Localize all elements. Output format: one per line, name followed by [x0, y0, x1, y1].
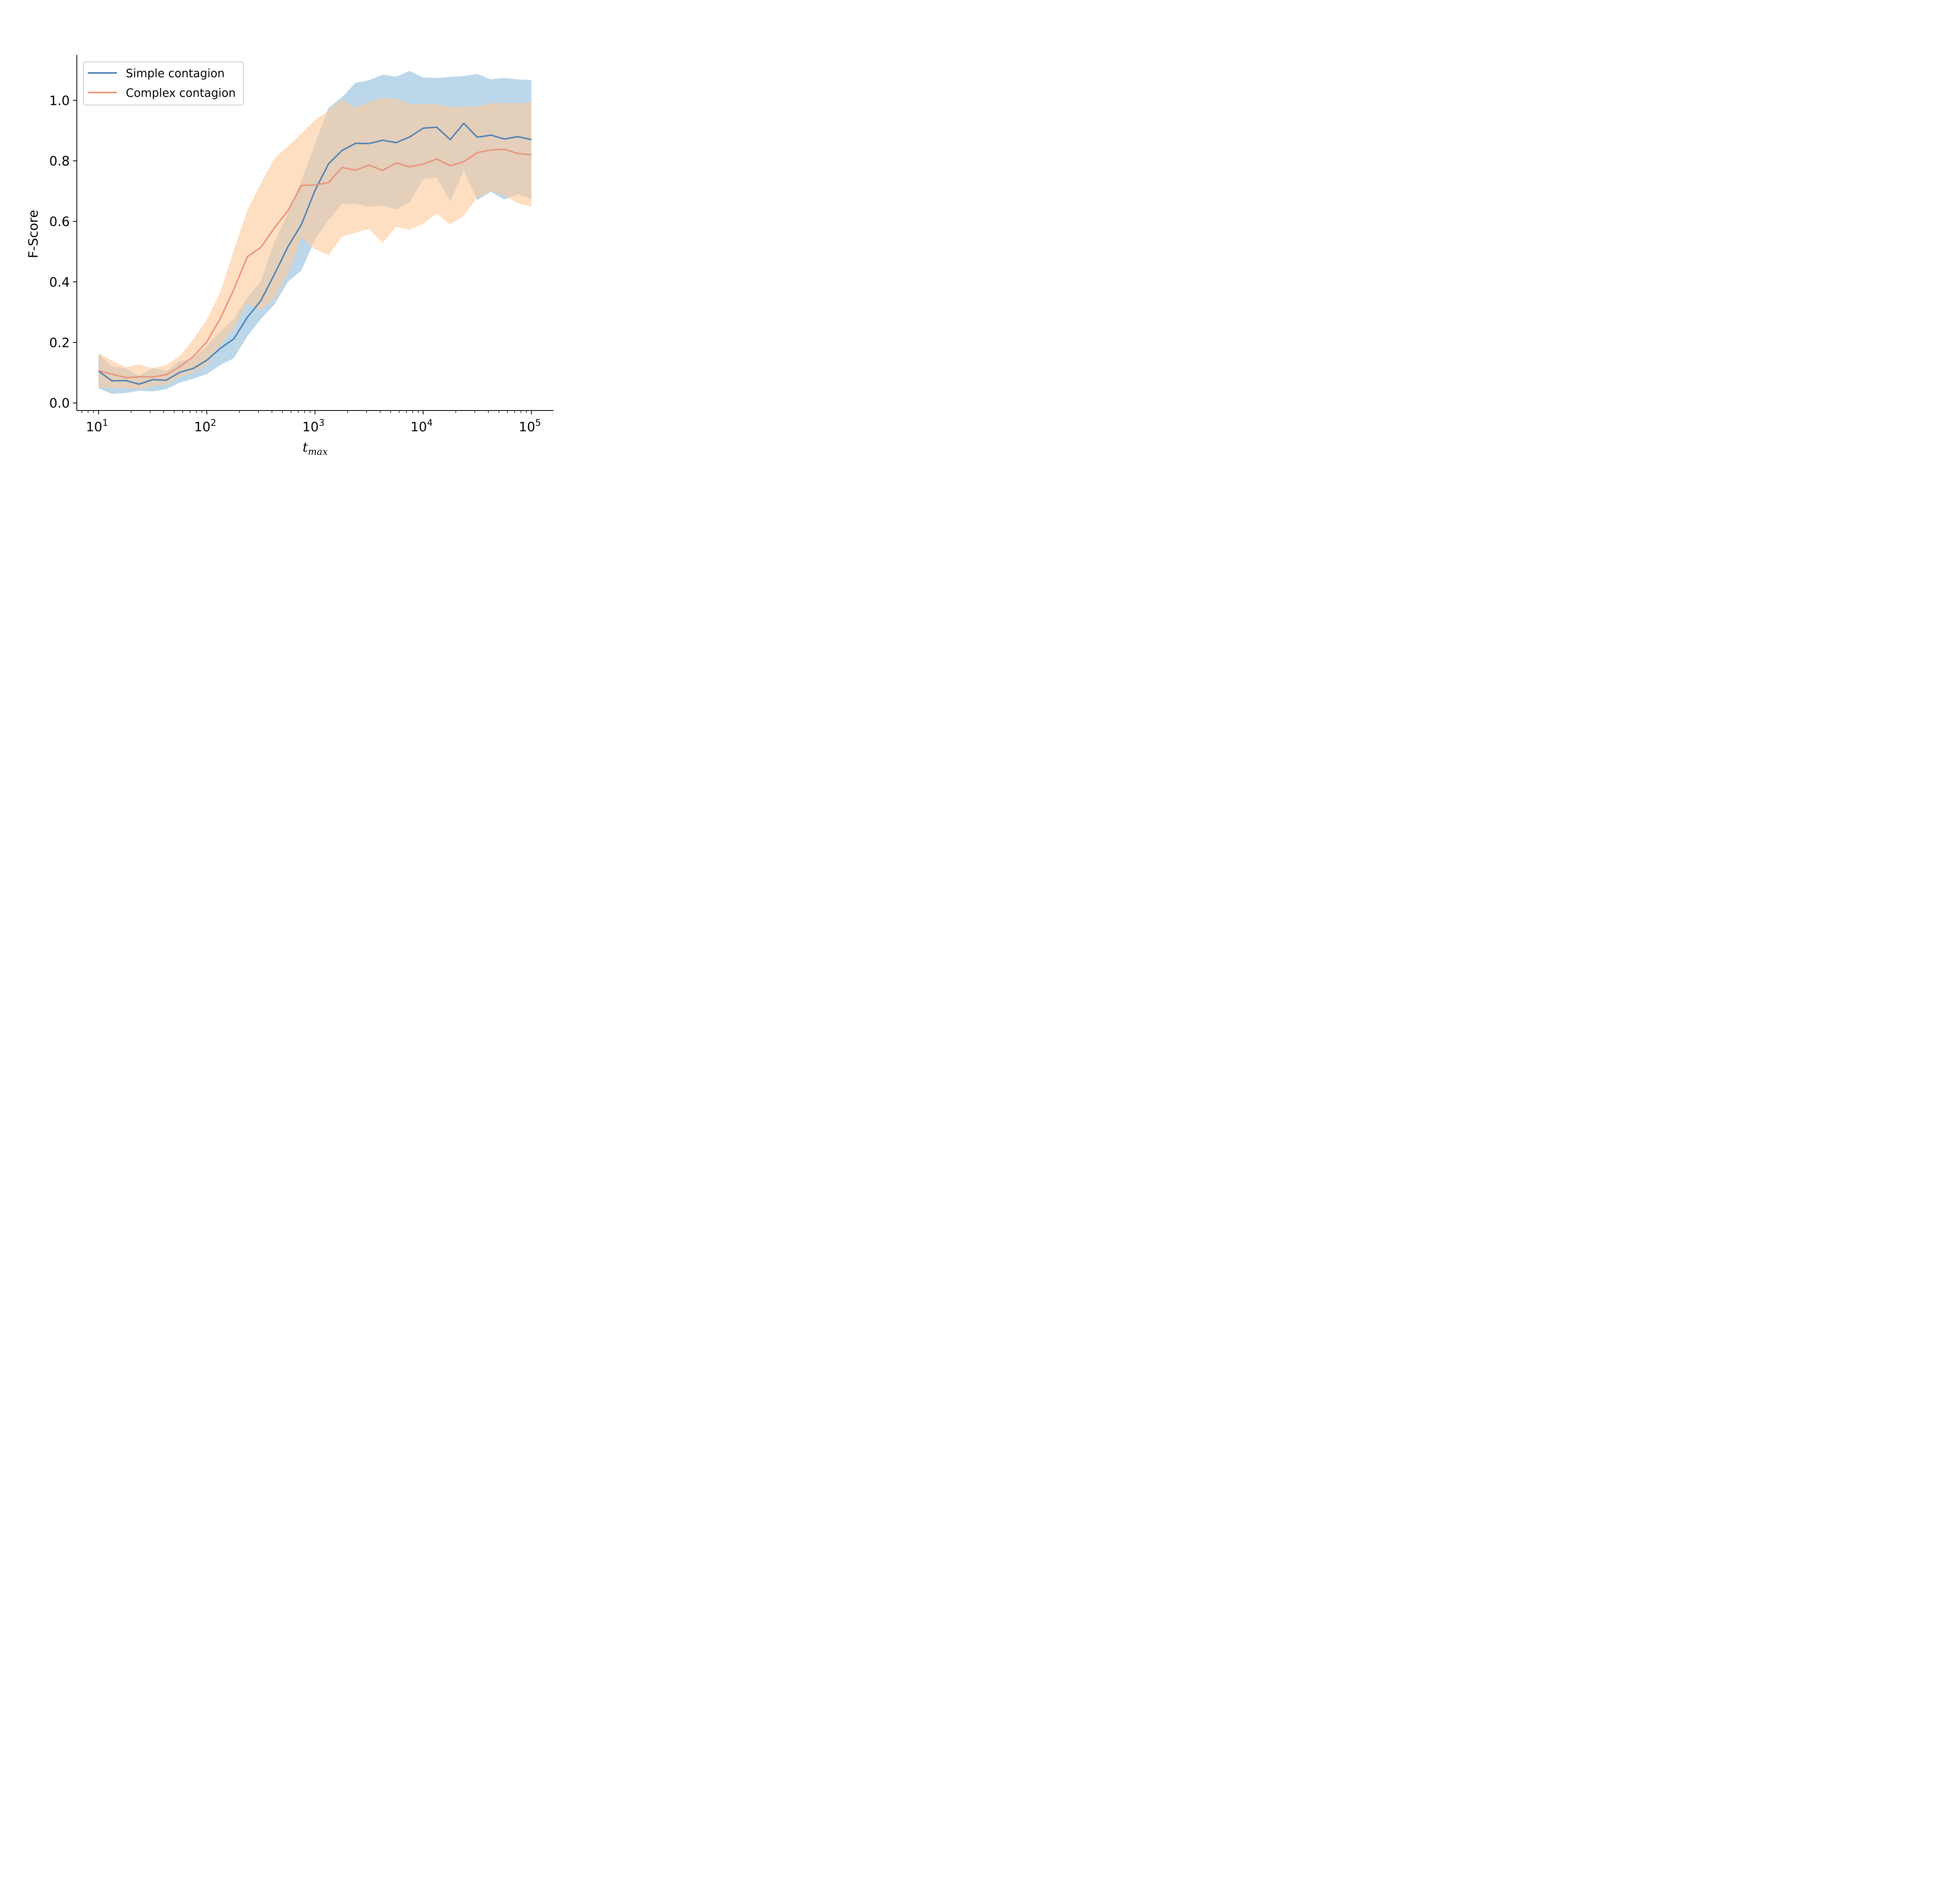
line-complex-contagion [98, 149, 532, 378]
x-tick-label: 105 [519, 418, 541, 434]
y-tick-label: 0.8 [49, 153, 70, 169]
y-tick-label: 1.0 [49, 93, 70, 108]
chart-svg: 0.0 0.2 0.4 0.6 0.8 1.0 101 102 103 104 105 F-Scor… [25, 55, 554, 457]
legend-label-simple-contagion: Simple contagion [126, 67, 225, 80]
band-complex-contagion [98, 98, 532, 390]
ticks: 0.0 0.2 0.4 0.6 0.8 1.0 101 102 103 104 105 [49, 93, 541, 434]
series-lines [98, 122, 532, 385]
legend: Simple contagion Complex contagion [83, 62, 244, 105]
y-axis-title: F-Score [25, 210, 41, 258]
x-axis-title-subscript: max [308, 446, 328, 457]
y-tick-label: 0.4 [49, 274, 70, 290]
chart: 0.0 0.2 0.4 0.6 0.8 1.0 101 102 103 104 105 F-Scor… [0, 0, 613, 460]
x-tick-label: 101 [86, 418, 108, 434]
line-simple-contagion [98, 122, 532, 385]
x-axis-title: tmax [303, 440, 328, 457]
legend-box [83, 62, 244, 105]
confidence-bands [98, 71, 532, 394]
x-tick-label: 103 [302, 418, 325, 434]
y-tick-label: 0.2 [49, 335, 70, 350]
legend-label-complex-contagion: Complex contagion [126, 86, 236, 100]
x-tick-label: 102 [194, 418, 216, 434]
x-axis-title-main: t [303, 440, 308, 455]
y-tick-label: 0.6 [49, 214, 70, 229]
x-tick-label: 104 [410, 418, 433, 434]
y-tick-label: 0.0 [49, 396, 70, 411]
